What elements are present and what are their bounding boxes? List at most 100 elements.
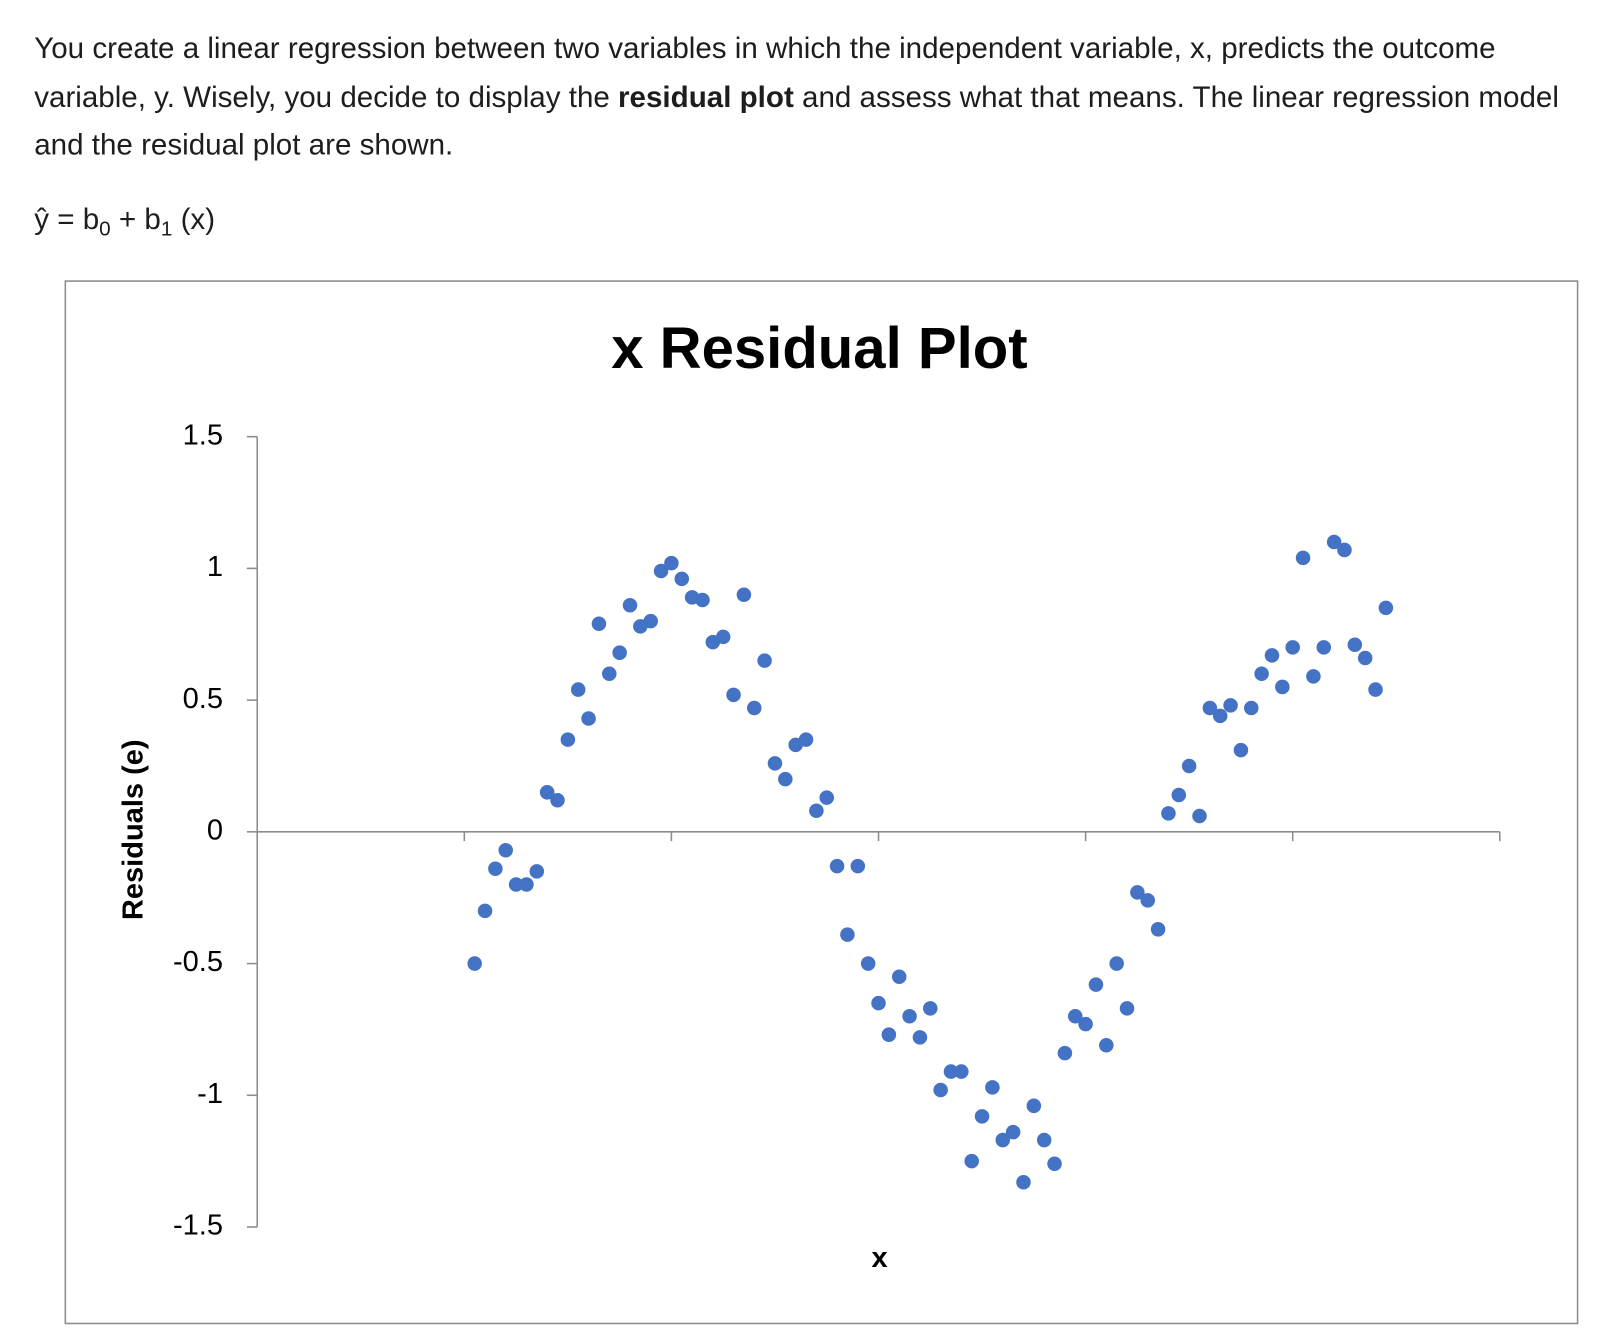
data-point <box>1067 1008 1083 1024</box>
data-point <box>643 613 658 629</box>
data-point <box>736 587 752 602</box>
y-axis-label: Residuals (e) <box>118 739 150 920</box>
data-point <box>1016 1174 1031 1190</box>
data-point <box>1244 700 1259 716</box>
data-point <box>1171 787 1187 803</box>
data-point <box>1254 666 1269 682</box>
data-point <box>1078 1016 1093 1032</box>
data-point <box>602 666 617 682</box>
data-point <box>860 956 876 971</box>
data-point <box>1357 650 1373 666</box>
data-point <box>995 1132 1011 1148</box>
data-point <box>1285 640 1300 655</box>
data-point <box>943 1064 959 1079</box>
data-point <box>912 1030 928 1045</box>
data-point <box>840 927 855 942</box>
y-tick-label: 1 <box>207 551 223 583</box>
y-tick-label: -1 <box>197 1078 223 1110</box>
text: + b <box>110 203 161 237</box>
data-point <box>871 995 886 1011</box>
data-point <box>933 1082 948 1098</box>
question-text: You create a linear regression between t… <box>34 25 1605 170</box>
data-point <box>498 843 513 858</box>
data-point <box>726 687 741 703</box>
data-point <box>539 785 555 800</box>
data-point <box>1130 885 1145 900</box>
data-point <box>1264 648 1280 663</box>
data-point <box>757 653 772 668</box>
data-point <box>519 877 534 892</box>
equation: ŷ = b0 + b1 (x) <box>34 203 216 239</box>
data-point <box>798 732 814 747</box>
data-point <box>1057 1045 1073 1061</box>
data-point <box>1192 808 1207 824</box>
data-point <box>954 1064 969 1079</box>
text: and assess what that means. The linear r… <box>34 80 1559 162</box>
data-point <box>488 861 503 876</box>
data-point <box>1005 1124 1021 1140</box>
bold-text: residual plot <box>618 80 794 114</box>
data-point <box>1140 893 1155 908</box>
y-tick-label: 0.5 <box>183 683 223 715</box>
data-point <box>612 645 627 660</box>
data-point <box>1181 758 1197 774</box>
data-point <box>1223 698 1238 713</box>
data-point <box>850 858 866 874</box>
data-point <box>1295 550 1311 566</box>
data-point <box>1326 534 1342 550</box>
data-point <box>653 563 669 579</box>
data-point <box>1099 1037 1114 1053</box>
data-point <box>622 598 638 613</box>
data-point <box>974 1109 990 1124</box>
text: ŷ = b <box>34 203 100 237</box>
data-point <box>715 629 731 645</box>
data-point <box>1347 637 1363 653</box>
data-point <box>819 790 834 805</box>
data-point <box>1047 1156 1062 1172</box>
data-point <box>570 682 586 697</box>
data-point <box>581 711 596 726</box>
data-point <box>891 969 907 984</box>
data-point <box>508 877 524 892</box>
y-tick-label: 1.5 <box>183 419 223 451</box>
data-point <box>529 864 545 879</box>
data-point <box>1275 679 1290 695</box>
data-point <box>923 1001 938 1016</box>
data-point <box>902 1008 917 1024</box>
data-point <box>1368 682 1383 697</box>
data-point <box>1212 708 1228 724</box>
data-point <box>767 756 783 771</box>
data-point <box>1316 640 1332 655</box>
data-point <box>829 858 845 874</box>
data-point <box>1119 1001 1135 1016</box>
data-point <box>778 771 793 787</box>
y-tick-label: -0.5 <box>173 946 223 978</box>
subscript: 0 <box>99 217 111 241</box>
chart-title: x Residual Plot <box>611 316 1027 381</box>
x-axis-label: x <box>871 1242 887 1274</box>
data-point <box>985 1080 1000 1095</box>
data-point <box>477 903 493 919</box>
data-point <box>1150 922 1166 937</box>
y-tick-label: -1.5 <box>173 1210 223 1242</box>
data-point <box>1036 1132 1052 1148</box>
data-point <box>1109 956 1124 971</box>
text: (x) <box>172 203 216 237</box>
data-point <box>664 555 679 571</box>
data-point <box>1233 742 1249 758</box>
data-point <box>674 571 690 587</box>
data-point <box>964 1153 979 1169</box>
data-point <box>1026 1098 1042 1114</box>
y-tick-label: 0 <box>207 815 223 847</box>
data-point <box>809 803 824 819</box>
data-point <box>1337 542 1352 558</box>
data-point <box>881 1027 897 1042</box>
data-point <box>591 616 607 631</box>
data-point <box>1378 600 1394 616</box>
data-point <box>695 592 710 608</box>
subscript: 1 <box>160 217 173 241</box>
data-point <box>746 700 762 716</box>
